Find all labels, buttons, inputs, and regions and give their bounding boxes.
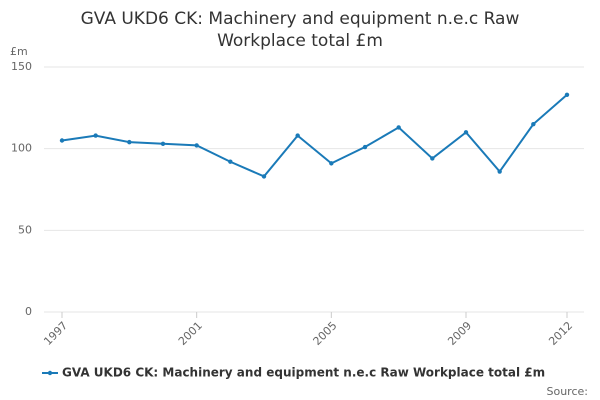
point xyxy=(295,133,300,138)
legend-marker xyxy=(47,370,53,376)
x-tick-label: 2001 xyxy=(176,319,205,348)
point xyxy=(531,121,536,127)
legend-label: GVA UKD6 CK: Machinery and equipment n.e… xyxy=(62,366,545,380)
point xyxy=(497,169,502,174)
point xyxy=(160,141,166,146)
point xyxy=(93,133,98,138)
y-tick-label: 150 xyxy=(11,60,32,73)
point xyxy=(329,161,334,166)
y-tick-label: 50 xyxy=(18,223,32,236)
y-axis-label: £m xyxy=(10,45,28,58)
point xyxy=(228,159,233,164)
point xyxy=(194,143,199,148)
y-tick-label: 100 xyxy=(11,142,32,155)
x-tick-label: 2012 xyxy=(546,319,575,348)
x-tick-label: 1997 xyxy=(41,319,70,348)
point xyxy=(430,156,435,161)
y-tick-label: 0 xyxy=(25,305,32,318)
series-line xyxy=(61,94,568,178)
point xyxy=(59,138,65,143)
point xyxy=(463,130,469,135)
x-tick-label: 2005 xyxy=(311,319,340,348)
source: Source: xyxy=(547,385,589,398)
chart-title: GVA UKD6 CK: Machinery and equipment n.e… xyxy=(80,9,520,51)
point xyxy=(362,144,368,150)
point xyxy=(261,174,267,179)
x-tick-label: 2009 xyxy=(445,319,474,348)
point xyxy=(127,139,132,145)
point xyxy=(564,92,570,97)
point xyxy=(396,125,401,130)
